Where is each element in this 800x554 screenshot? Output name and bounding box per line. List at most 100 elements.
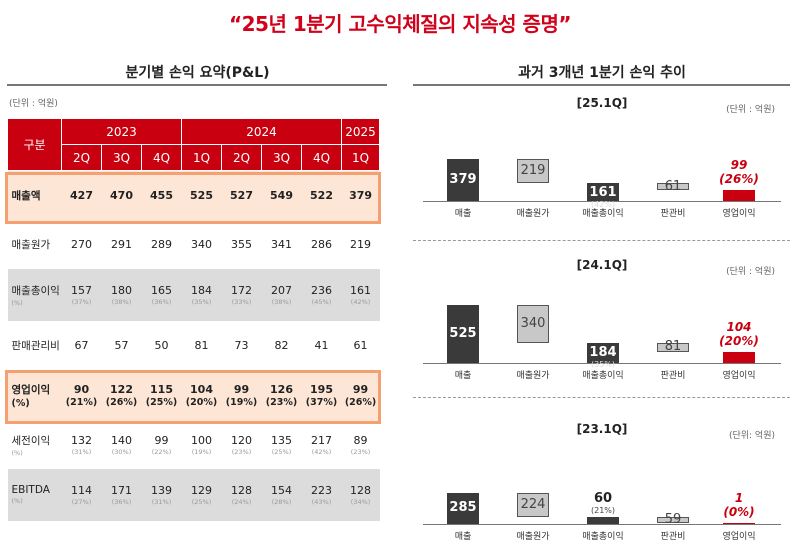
table-cell: 154 (28%) — [261, 468, 302, 521]
table-cell: 184 (35%) — [181, 268, 222, 321]
table-cell: 195 (37%) — [301, 370, 342, 421]
chart-title: [25.1Q] — [576, 96, 628, 110]
header-year-2023: 2023 — [61, 118, 182, 145]
header-quarter: 1Q — [341, 144, 381, 171]
cell-percent: (20%) — [185, 397, 218, 408]
bar-value-label: 184 (35%) — [573, 345, 633, 369]
cell-percent: (42%) — [311, 447, 332, 456]
table-cell: 82 — [274, 339, 289, 352]
bar-chart-panel: [25.1Q] (단위 : 억원) 379 매출 219 매출원가 161 (42%) 매출총이… — [413, 96, 791, 232]
row-label: 매출액 — [7, 170, 62, 221]
operating-profit-label: 1 (0%) — [723, 491, 755, 519]
bar-value-label: 525 — [449, 326, 477, 342]
pl-section-divider — [7, 84, 387, 86]
x-axis-label: 매출총이익 — [582, 371, 624, 381]
cell-percent: (30%) — [111, 447, 132, 456]
chart-bar-3 — [657, 516, 689, 523]
table-cell: 355 — [231, 238, 252, 251]
header-quarter: 3Q — [101, 144, 142, 171]
bar-value-label: 285 — [449, 500, 477, 516]
x-axis-label: 매출총이익 — [582, 532, 624, 542]
table-row: 매출액 427 470 455 525 527 549 522 379 — [7, 170, 380, 221]
header-category: 구분 — [7, 118, 62, 171]
row-label: EBITDA (%) — [7, 468, 62, 521]
table-cell: 122 (26%) — [101, 370, 142, 421]
cell-percent: (43%) — [311, 497, 332, 506]
table-cell: 128 (24%) — [221, 468, 262, 521]
table-cell: 379 — [341, 170, 380, 221]
bar-value-label: 219 — [520, 163, 546, 179]
table-cell: 90 (21%) — [61, 370, 102, 421]
table-cell: 128 (34%) — [341, 468, 380, 521]
table-cell: 236 (45%) — [301, 268, 342, 321]
bar-value-sub: (35%) — [590, 359, 616, 369]
table-cell: 140 (30%) — [102, 421, 142, 469]
cell-percent: (31%) — [71, 447, 92, 456]
table-row: 매출총이익 (%) 157 (37%) 180 (38%) 165 (36%) 184 (35%)… — [7, 268, 380, 321]
operating-profit-margin: (20%) — [719, 333, 759, 348]
table-cell: 522 — [301, 170, 342, 221]
x-axis-label: 매출 — [454, 532, 472, 542]
chart-bar-4 — [723, 351, 755, 363]
row-label: 판매관리비 — [11, 340, 60, 352]
header-year-2024: 2024 — [180, 118, 343, 145]
table-cell: 289 — [151, 238, 172, 251]
table-cell: 61 — [353, 339, 368, 352]
table-cell: 161 (42%) — [341, 268, 380, 321]
chart-axis — [423, 363, 781, 364]
cell-percent: (19%) — [225, 397, 258, 408]
bar-value-label: 81 — [664, 339, 682, 355]
table-cell: 57 — [114, 339, 129, 352]
table-cell: 217 (42%) — [302, 421, 342, 469]
chart-bar-4 — [723, 190, 755, 201]
cell-percent: (37%) — [71, 297, 92, 306]
table-cell: 219 — [350, 238, 372, 251]
operating-profit-label: 104 (20%) — [719, 319, 759, 348]
x-axis-label: 매출원가 — [516, 371, 550, 381]
x-axis-label: 매출 — [454, 371, 472, 381]
table-cell: 270 — [71, 238, 92, 251]
header-quarter: 2Q — [221, 144, 262, 171]
table-cell: 99 (22%) — [142, 421, 182, 469]
bar-value-label: 61 — [664, 178, 682, 194]
bar-value-label: 60 (21%) — [573, 491, 633, 515]
chart-bar-2 — [587, 183, 619, 201]
row-label-sub: (%) — [11, 298, 23, 307]
panel-divider — [413, 240, 790, 241]
header-quarter: 4Q — [141, 144, 182, 171]
cell-percent: (26%) — [344, 397, 377, 408]
table-cell: 99 (19%) — [221, 370, 262, 421]
table-cell: 120 (23%) — [222, 421, 262, 469]
cell-percent: (25%) — [271, 447, 292, 456]
x-axis-label: 영업이익 — [722, 371, 756, 381]
table-cell: 340 — [191, 238, 212, 251]
chart-bar-3 — [657, 342, 689, 352]
table-cell: 139 (31%) — [141, 468, 182, 521]
cell-percent: (24%) — [231, 497, 252, 506]
table-cell: 114 (27%) — [61, 468, 102, 521]
header-quarter: 2Q — [61, 144, 102, 171]
cell-percent: (34%) — [350, 497, 371, 506]
chart-axis — [423, 524, 781, 525]
table-cell: 286 — [311, 238, 333, 251]
table-cell: 73 — [234, 339, 249, 352]
chart-bar-1 — [517, 159, 549, 184]
cell-percent: (25%) — [145, 397, 178, 408]
table-row: 세전이익 (%) 132 (31%) 140 (30%) 99 (22%) 100 (19%) 12… — [8, 421, 380, 469]
pl-section-title: 분기별 손익 요약(P&L) — [125, 65, 270, 81]
table-cell: 165 (36%) — [141, 268, 182, 321]
cell-percent: (38%) — [111, 297, 132, 306]
trend-section-title: 과거 3개년 1분기 손익 추이 — [518, 65, 686, 81]
table-cell: 100 (19%) — [182, 421, 222, 469]
x-axis-label: 판관비 — [660, 532, 686, 542]
table-row: EBITDA (%) 114 (27%) 171 (36%) 139 (31%) 129 (25%… — [7, 468, 380, 521]
cell-percent: (26%) — [105, 397, 138, 408]
row-label-sub: (%) — [11, 497, 23, 505]
cell-percent: (27%) — [71, 497, 92, 506]
table-cell: 171 (36%) — [101, 468, 142, 521]
pl-unit-label: (단위 : 억원) — [9, 99, 58, 109]
chart-bar-2 — [587, 517, 619, 524]
chart-unit-label: (단위 : 억원) — [726, 105, 775, 115]
cell-percent: (19%) — [191, 447, 212, 456]
bar-value-label: 340 — [520, 315, 546, 331]
